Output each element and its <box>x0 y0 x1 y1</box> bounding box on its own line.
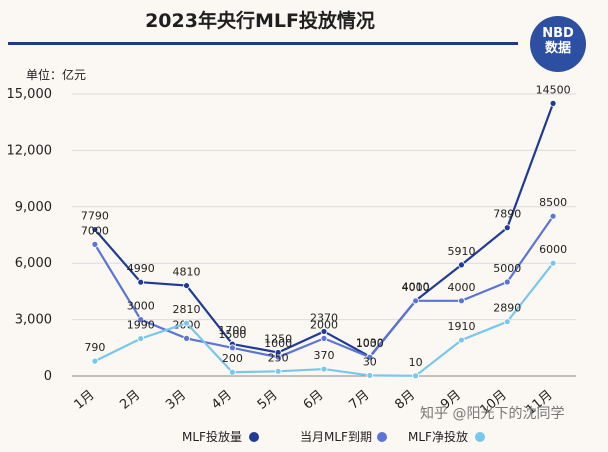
legend-label: MLF投放量 <box>182 429 242 444</box>
data-label: 4000 <box>402 281 430 294</box>
data-label: 2370 <box>310 311 338 324</box>
data-point <box>137 316 145 324</box>
data-point <box>458 297 465 305</box>
data-point <box>183 282 190 289</box>
data-label: 1700 <box>218 324 246 337</box>
x-tick-label: 2月 <box>117 388 143 413</box>
data-label: 7790 <box>81 210 109 223</box>
data-point <box>137 335 145 342</box>
data-point <box>274 353 282 361</box>
data-label: 2810 <box>173 303 201 316</box>
data-point <box>503 318 511 326</box>
data-label: 2000 <box>310 318 338 331</box>
data-label: 1990 <box>127 319 155 332</box>
legend-label: MLF净投放 <box>408 429 468 444</box>
data-label: 5910 <box>447 245 475 258</box>
data-label: 6000 <box>539 243 567 256</box>
data-label: 1250 <box>264 333 292 346</box>
logo-text-data: 数据 <box>544 41 571 56</box>
y-tick-label: 3,000 <box>15 313 52 328</box>
x-tick-label: 7月 <box>346 388 372 413</box>
data-label: 8500 <box>539 196 567 209</box>
logo-text-nbd: NBD <box>542 26 574 41</box>
chart-title: 2023年央行MLF投放情况 <box>145 10 375 32</box>
data-point <box>503 278 511 286</box>
data-label: 14500 <box>536 83 571 96</box>
data-point <box>228 368 236 376</box>
x-tick-label: 6月 <box>301 388 327 413</box>
unit-label: 单位：亿元 <box>26 68 87 82</box>
data-point <box>366 353 374 361</box>
x-tick-label: 1月 <box>72 388 98 413</box>
data-point <box>458 261 465 269</box>
data-label: 790 <box>84 341 105 354</box>
data-label: 1000 <box>356 337 384 350</box>
data-label: 1000 <box>264 337 292 350</box>
data-point <box>91 357 99 365</box>
nbd-logo: NBD 数据 <box>530 16 586 72</box>
data-point <box>228 344 236 352</box>
data-label: 7890 <box>493 208 521 221</box>
data-label: 5000 <box>493 262 521 275</box>
data-point <box>549 259 557 267</box>
data-point <box>320 334 328 342</box>
x-tick-label: 4月 <box>209 388 235 413</box>
legend-marker <box>249 432 259 442</box>
data-point <box>320 328 328 335</box>
data-point <box>366 372 374 379</box>
data-point <box>320 365 328 373</box>
data-point <box>91 240 99 248</box>
data-label: 1030 <box>356 337 384 350</box>
data-label: 1500 <box>218 328 246 341</box>
y-tick-label: 15,000 <box>7 87 53 102</box>
data-point <box>183 334 190 342</box>
data-point <box>183 319 190 327</box>
legend-marker <box>377 432 387 442</box>
data-point <box>274 367 282 375</box>
data-label: 4000 <box>447 281 475 294</box>
y-tick-label: 0 <box>44 369 52 384</box>
data-point <box>458 336 465 344</box>
data-point <box>549 212 557 220</box>
legend-marker <box>475 432 485 442</box>
data-label: 200 <box>222 352 243 365</box>
y-tick-label: 9,000 <box>15 200 52 215</box>
data-label: 4810 <box>173 266 201 279</box>
x-tick-label: 3月 <box>163 388 189 413</box>
data-point <box>412 297 420 305</box>
x-tick-label: 5月 <box>255 388 281 413</box>
data-label: 4010 <box>402 281 430 294</box>
data-point <box>91 226 99 233</box>
data-label: 30 <box>363 355 377 368</box>
watermark-text: 知乎 @阳光下的沈同学 <box>420 406 565 422</box>
data-label: 7000 <box>81 224 109 237</box>
data-label: 1910 <box>447 320 475 333</box>
data-label: 4990 <box>127 262 155 275</box>
title-underline <box>8 42 518 45</box>
data-label: 370 <box>314 349 335 362</box>
data-point <box>503 224 511 232</box>
data-point <box>137 278 145 286</box>
y-tick-label: 12,000 <box>7 143 53 158</box>
data-label: 2890 <box>493 302 521 315</box>
x-tick-label: 8月 <box>392 388 418 413</box>
data-label: 3000 <box>127 300 155 313</box>
y-tick-label: 6,000 <box>15 256 52 271</box>
data-label: 250 <box>268 351 289 364</box>
data-point <box>412 372 420 380</box>
data-label: 10 <box>409 356 423 369</box>
legend-label: 当月MLF到期 <box>300 430 372 444</box>
data-point <box>549 100 557 107</box>
